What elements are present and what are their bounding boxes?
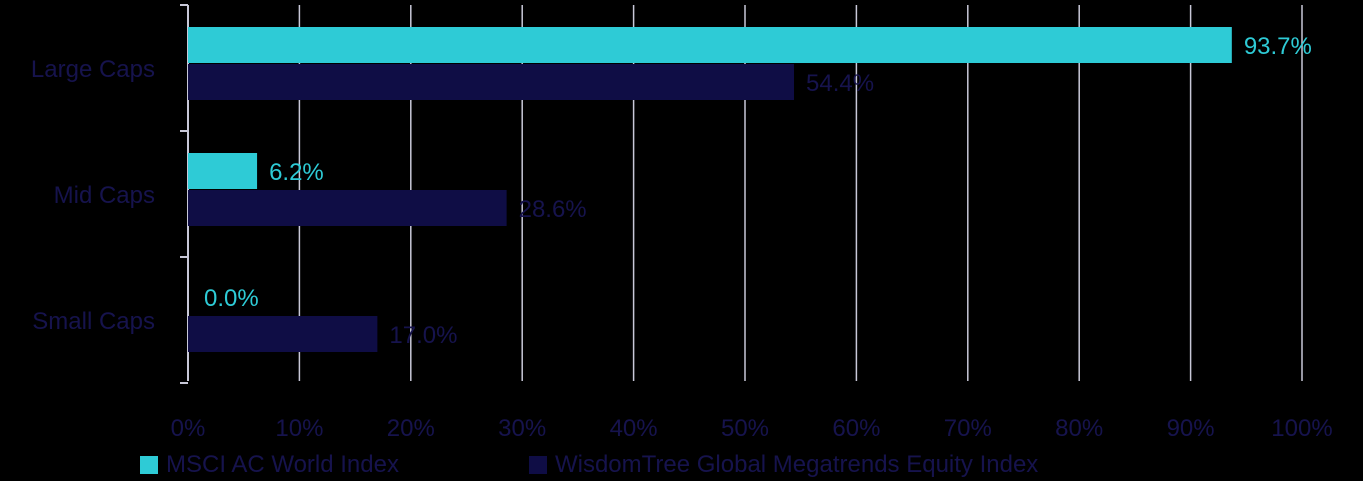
data-label: 17.0%	[389, 322, 457, 349]
x-tick-label: 30%	[498, 415, 546, 442]
x-tick-label: 70%	[944, 415, 992, 442]
data-label: 28.6%	[519, 196, 587, 223]
data-label: 93.7%	[1244, 33, 1312, 60]
category-label: Mid Caps	[54, 182, 155, 209]
x-tick-label: 20%	[387, 415, 435, 442]
x-tick-label: 90%	[1167, 415, 1215, 442]
data-label: 54.4%	[806, 70, 874, 97]
x-tick-label: 100%	[1271, 415, 1332, 442]
bar-msci	[188, 153, 258, 189]
category-label: Large Caps	[31, 56, 155, 83]
x-tick-label: 50%	[721, 415, 769, 442]
x-tick-label: 10%	[275, 415, 323, 442]
data-label: 6.2%	[269, 159, 324, 186]
legend-label-wisdomtree: WisdomTree Global Megatrends Equity Inde…	[554, 451, 1039, 478]
legend-item-msci: MSCI AC World Index	[140, 451, 399, 479]
x-tick-label: 60%	[832, 415, 880, 442]
legend-item-wisdomtree: WisdomTree Global Megatrends Equity Inde…	[528, 451, 1039, 479]
bar-wisdomtree	[188, 190, 507, 226]
legend: MSCI AC World Index WisdomTree Global Me…	[140, 451, 1168, 479]
category-label: Small Caps	[32, 308, 155, 335]
x-tick-label: 40%	[610, 415, 658, 442]
x-tick-label: 80%	[1055, 415, 1103, 442]
bar-wisdomtree	[188, 64, 795, 100]
legend-swatch-wisdomtree	[528, 456, 547, 474]
x-tick-label: 0%	[171, 415, 206, 442]
bar-msci	[188, 27, 1232, 63]
legend-label-msci: MSCI AC World Index	[166, 451, 399, 478]
data-label: 0.0%	[204, 285, 259, 312]
bar-wisdomtree	[188, 316, 378, 352]
legend-swatch-msci	[140, 456, 158, 474]
